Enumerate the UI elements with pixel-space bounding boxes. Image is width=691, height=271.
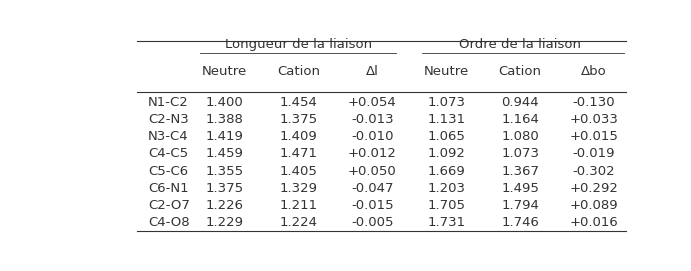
Text: 1.355: 1.355 bbox=[205, 164, 244, 178]
Text: Neutre: Neutre bbox=[202, 65, 247, 78]
Text: C2-O7: C2-O7 bbox=[148, 199, 190, 212]
Text: -0.047: -0.047 bbox=[351, 182, 394, 195]
Text: 1.229: 1.229 bbox=[205, 216, 243, 229]
Text: 1.203: 1.203 bbox=[427, 182, 465, 195]
Text: 1.746: 1.746 bbox=[501, 216, 539, 229]
Text: 1.471: 1.471 bbox=[279, 147, 317, 160]
Text: -0.015: -0.015 bbox=[351, 199, 394, 212]
Text: Δbo: Δbo bbox=[581, 65, 607, 78]
Text: 1.092: 1.092 bbox=[427, 147, 465, 160]
Text: 1.065: 1.065 bbox=[427, 130, 465, 143]
Text: 1.400: 1.400 bbox=[206, 96, 243, 109]
Text: 1.495: 1.495 bbox=[501, 182, 539, 195]
Text: Neutre: Neutre bbox=[424, 65, 469, 78]
Text: 1.388: 1.388 bbox=[206, 113, 243, 126]
Text: -0.005: -0.005 bbox=[351, 216, 394, 229]
Text: 1.080: 1.080 bbox=[501, 130, 539, 143]
Text: +0.033: +0.033 bbox=[569, 113, 618, 126]
Text: 1.731: 1.731 bbox=[427, 216, 465, 229]
Text: 1.367: 1.367 bbox=[501, 164, 539, 178]
Text: Ordre de la liaison: Ordre de la liaison bbox=[459, 38, 581, 51]
Text: +0.015: +0.015 bbox=[569, 130, 618, 143]
Text: Δl: Δl bbox=[366, 65, 379, 78]
Text: 1.073: 1.073 bbox=[427, 96, 465, 109]
Text: -0.013: -0.013 bbox=[351, 113, 394, 126]
Text: 1.454: 1.454 bbox=[279, 96, 317, 109]
Text: +0.016: +0.016 bbox=[569, 216, 618, 229]
Text: 1.131: 1.131 bbox=[427, 113, 465, 126]
Text: -0.019: -0.019 bbox=[573, 147, 615, 160]
Text: +0.054: +0.054 bbox=[348, 96, 397, 109]
Text: 1.375: 1.375 bbox=[279, 113, 317, 126]
Text: +0.012: +0.012 bbox=[348, 147, 397, 160]
Text: C4-C5: C4-C5 bbox=[148, 147, 188, 160]
Text: 1.419: 1.419 bbox=[206, 130, 243, 143]
Text: 1.405: 1.405 bbox=[279, 164, 317, 178]
Text: -0.010: -0.010 bbox=[351, 130, 394, 143]
Text: C6-N1: C6-N1 bbox=[148, 182, 189, 195]
Text: Cation: Cation bbox=[499, 65, 542, 78]
Text: +0.292: +0.292 bbox=[569, 182, 618, 195]
Text: Longueur de la liaison: Longueur de la liaison bbox=[225, 38, 372, 51]
Text: C2-N3: C2-N3 bbox=[148, 113, 189, 126]
Text: N1-C2: N1-C2 bbox=[148, 96, 189, 109]
Text: 1.409: 1.409 bbox=[280, 130, 317, 143]
Text: 1.329: 1.329 bbox=[279, 182, 317, 195]
Text: 1.794: 1.794 bbox=[501, 199, 539, 212]
Text: +0.050: +0.050 bbox=[348, 164, 397, 178]
Text: 1.224: 1.224 bbox=[279, 216, 317, 229]
Text: +0.089: +0.089 bbox=[570, 199, 618, 212]
Text: 1.164: 1.164 bbox=[501, 113, 539, 126]
Text: -0.302: -0.302 bbox=[573, 164, 616, 178]
Text: N3-C4: N3-C4 bbox=[148, 130, 189, 143]
Text: Cation: Cation bbox=[277, 65, 320, 78]
Text: C5-C6: C5-C6 bbox=[148, 164, 188, 178]
Text: 1.073: 1.073 bbox=[501, 147, 539, 160]
Text: 1.705: 1.705 bbox=[427, 199, 465, 212]
Text: 1.459: 1.459 bbox=[206, 147, 243, 160]
Text: 1.211: 1.211 bbox=[279, 199, 317, 212]
Text: -0.130: -0.130 bbox=[573, 96, 616, 109]
Text: C4-O8: C4-O8 bbox=[148, 216, 189, 229]
Text: 0.944: 0.944 bbox=[502, 96, 539, 109]
Text: 1.226: 1.226 bbox=[205, 199, 243, 212]
Text: 1.375: 1.375 bbox=[205, 182, 244, 195]
Text: 1.669: 1.669 bbox=[427, 164, 465, 178]
